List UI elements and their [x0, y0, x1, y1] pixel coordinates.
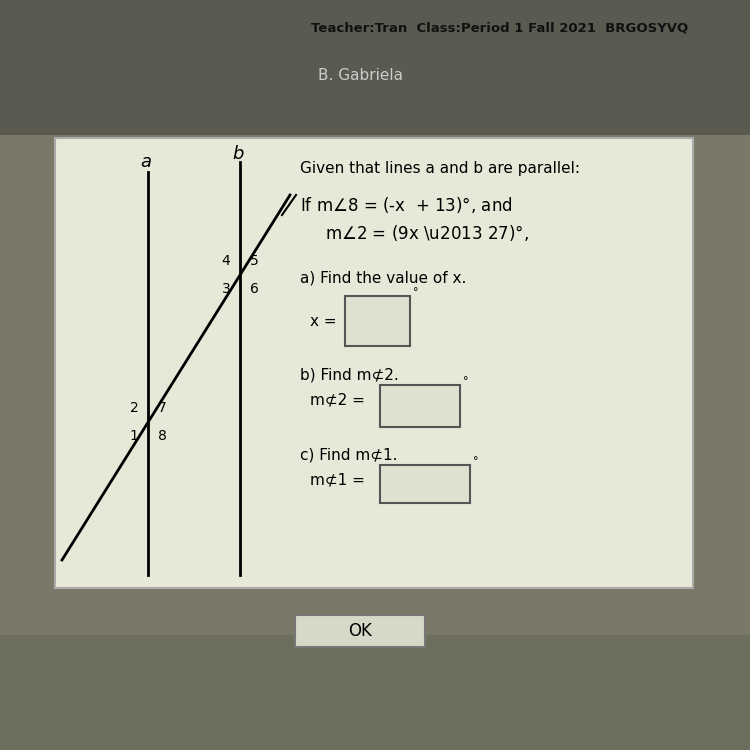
Text: If m$\angle$8 = (-x  + 13)$\degree$, and: If m$\angle$8 = (-x + 13)$\degree$, and [300, 195, 512, 215]
Text: OK: OK [348, 622, 372, 640]
FancyBboxPatch shape [380, 385, 460, 427]
Text: °: ° [473, 456, 478, 466]
Text: 1: 1 [130, 429, 139, 443]
Text: Given that lines a and b are parallel:: Given that lines a and b are parallel: [300, 160, 580, 176]
FancyBboxPatch shape [345, 296, 410, 346]
FancyBboxPatch shape [0, 0, 750, 135]
Text: °: ° [463, 376, 469, 386]
Text: 8: 8 [158, 429, 166, 443]
Text: 3: 3 [222, 282, 230, 296]
Text: m⊄2 =: m⊄2 = [310, 392, 370, 407]
Text: x =: x = [310, 314, 341, 328]
Text: Teacher:Tran  Class:Period 1 Fall 2021  BRGOSYVQ: Teacher:Tran Class:Period 1 Fall 2021 BR… [311, 22, 689, 34]
FancyBboxPatch shape [0, 635, 750, 750]
FancyBboxPatch shape [0, 135, 750, 635]
Text: m$\angle$2 = (9x \u2013 27)$\degree$,: m$\angle$2 = (9x \u2013 27)$\degree$, [325, 223, 529, 243]
Text: 4: 4 [222, 254, 230, 268]
FancyBboxPatch shape [295, 615, 425, 647]
FancyBboxPatch shape [380, 465, 470, 503]
Text: a: a [140, 153, 152, 171]
Text: 6: 6 [250, 282, 259, 296]
Text: B. Gabriela: B. Gabriela [317, 68, 403, 82]
Text: °: ° [413, 287, 419, 297]
Text: m⊄1 =: m⊄1 = [310, 472, 370, 488]
Text: b: b [232, 145, 244, 163]
Text: 2: 2 [130, 401, 138, 416]
Text: 5: 5 [250, 254, 258, 268]
Text: b) Find m⊄2.: b) Find m⊄2. [300, 368, 399, 382]
Text: c) Find m⊄1.: c) Find m⊄1. [300, 448, 398, 463]
FancyBboxPatch shape [55, 138, 693, 588]
Text: a) Find the value of x.: a) Find the value of x. [300, 271, 466, 286]
Text: 7: 7 [158, 401, 166, 416]
